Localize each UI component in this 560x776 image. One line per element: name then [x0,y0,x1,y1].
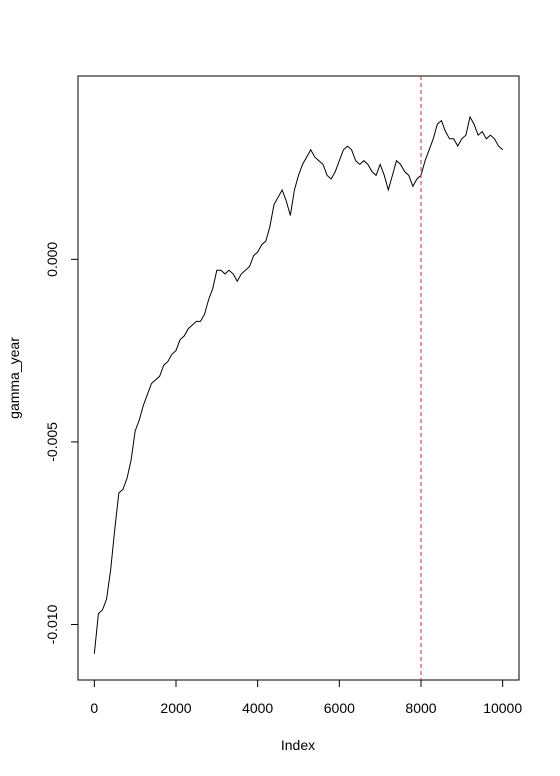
y-tick-label: -0.005 [44,422,60,462]
x-tick-label: 6000 [324,700,355,716]
data-line [93,115,504,654]
x-tick-label: 2000 [160,700,191,716]
y-axis-label: gamma_year [6,337,22,419]
y-tick-label: 0.000 [44,242,60,277]
x-tick-label: 0 [90,700,98,716]
x-tick-label: 4000 [242,700,273,716]
y-tick-label: -0.010 [44,604,60,644]
plot-box [77,75,520,681]
x-tick-label: 8000 [405,700,436,716]
x-tick-label: 10000 [483,700,522,716]
x-axis-label: Index [281,737,315,753]
